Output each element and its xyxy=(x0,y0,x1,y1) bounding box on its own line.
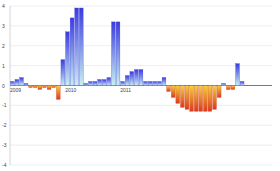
bar xyxy=(231,86,235,90)
bar xyxy=(125,76,129,86)
bar xyxy=(194,86,198,112)
bar xyxy=(245,85,249,86)
bar xyxy=(236,64,240,86)
y-tick-label: 3 xyxy=(2,23,5,29)
bar xyxy=(24,84,28,86)
grid-line xyxy=(10,25,272,26)
bar xyxy=(226,86,230,90)
bar xyxy=(56,86,60,100)
bar xyxy=(61,60,65,86)
bar xyxy=(222,84,226,86)
bar xyxy=(130,72,134,86)
bar xyxy=(171,86,175,98)
bar xyxy=(254,85,258,86)
bar xyxy=(208,86,212,112)
bar xyxy=(43,86,47,88)
bar xyxy=(102,80,106,86)
bar xyxy=(29,86,33,88)
bar xyxy=(180,86,184,108)
bar xyxy=(70,18,74,86)
bar xyxy=(112,22,116,86)
bar xyxy=(15,80,19,86)
bars xyxy=(10,8,244,111)
bar xyxy=(89,82,93,86)
bar xyxy=(98,80,102,86)
bar xyxy=(139,70,143,86)
y-tick-label: -2 xyxy=(2,122,7,128)
bar xyxy=(38,86,42,90)
grid-line xyxy=(10,145,272,146)
grid-line xyxy=(10,6,272,7)
bar xyxy=(84,84,88,86)
bar xyxy=(240,82,244,86)
bar xyxy=(263,85,267,86)
x-tick-label: 2011 xyxy=(120,87,131,93)
grid-line xyxy=(10,45,272,46)
bar xyxy=(199,86,203,112)
bar xyxy=(249,85,253,86)
bar xyxy=(66,32,70,86)
bar xyxy=(107,78,111,86)
bar xyxy=(268,85,272,86)
bar xyxy=(185,86,189,110)
bar xyxy=(144,82,148,86)
bar xyxy=(47,86,51,90)
bar xyxy=(259,85,263,86)
y-tick-label: 2 xyxy=(2,43,5,49)
bar xyxy=(20,78,24,86)
y-tick-label: -1 xyxy=(2,102,7,108)
bar xyxy=(93,82,97,86)
grid-line xyxy=(10,125,272,126)
bar xyxy=(153,82,157,86)
chart: -4 -3 -2 -1 0 1 2 3 4 2009 2010 2011 xyxy=(0,0,280,171)
bar xyxy=(217,86,221,98)
y-tick-label: 1 xyxy=(2,63,5,69)
bar xyxy=(10,82,14,86)
bar xyxy=(135,70,139,86)
bar xyxy=(203,86,207,112)
bar xyxy=(121,82,125,86)
grid-line xyxy=(10,105,272,106)
grid-line xyxy=(10,165,272,166)
bar xyxy=(79,8,83,86)
bar xyxy=(52,86,56,88)
grid-line xyxy=(10,65,272,66)
bar xyxy=(75,8,79,86)
x-tick-label: 2010 xyxy=(65,87,76,93)
bar xyxy=(33,86,37,88)
bar xyxy=(190,86,194,112)
bar xyxy=(176,86,180,104)
x-tick-label: 2009 xyxy=(10,87,21,93)
y-tick-label: 0 xyxy=(2,83,5,89)
bar xyxy=(167,86,171,92)
bar xyxy=(148,82,152,86)
bar xyxy=(213,86,217,110)
y-tick-label: -3 xyxy=(2,142,7,148)
bar xyxy=(162,78,166,86)
bar xyxy=(157,82,161,86)
y-tick-label: 4 xyxy=(2,3,5,9)
bar xyxy=(116,22,120,86)
y-tick-label: -4 xyxy=(2,162,7,168)
